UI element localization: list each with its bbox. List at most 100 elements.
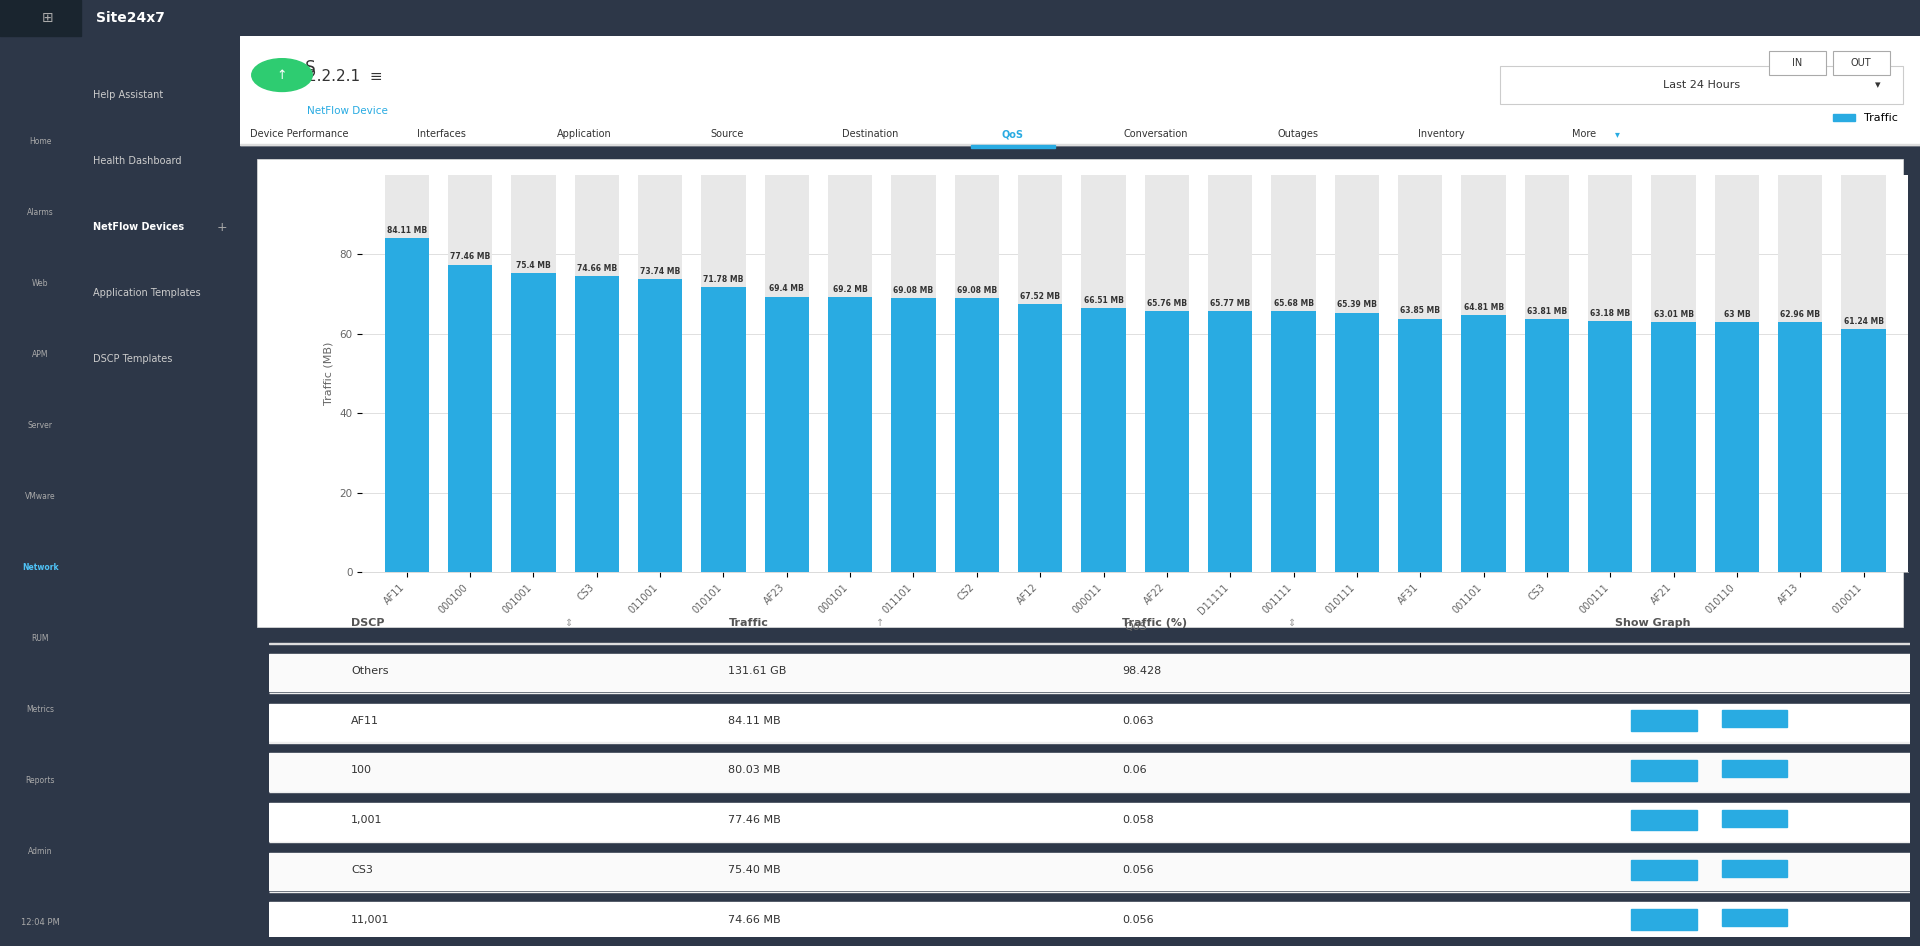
Legend: Traffic: Traffic xyxy=(1828,109,1903,128)
Bar xyxy=(1841,329,1885,572)
Text: 84.11 MB: 84.11 MB xyxy=(728,715,781,726)
Text: 61.24 MB: 61.24 MB xyxy=(1843,317,1884,325)
Text: Source: Source xyxy=(710,130,743,139)
Bar xyxy=(269,753,1910,791)
Bar xyxy=(1722,810,1788,827)
Text: APM: APM xyxy=(33,350,48,359)
Bar xyxy=(1081,308,1125,572)
Text: 0.06: 0.06 xyxy=(1123,765,1146,776)
Bar xyxy=(637,175,682,572)
Bar xyxy=(269,704,1910,741)
Bar xyxy=(1081,175,1125,572)
Bar xyxy=(1768,51,1826,75)
Text: 64.81 MB: 64.81 MB xyxy=(1463,303,1503,311)
Bar xyxy=(269,902,1910,940)
Text: Last 24 Hours: Last 24 Hours xyxy=(1663,80,1740,90)
Text: Network: Network xyxy=(21,563,60,572)
Text: IN: IN xyxy=(1791,59,1803,68)
Bar xyxy=(891,175,935,572)
Text: ↑: ↑ xyxy=(876,619,885,628)
Bar xyxy=(1500,66,1903,104)
Bar xyxy=(828,175,872,572)
Text: 80.03 MB: 80.03 MB xyxy=(728,765,781,776)
Text: ↑: ↑ xyxy=(276,68,288,81)
Bar xyxy=(1208,175,1252,572)
Text: 69.4 MB: 69.4 MB xyxy=(770,285,804,293)
Bar xyxy=(1588,175,1632,572)
Bar xyxy=(1208,311,1252,572)
Text: Inventory: Inventory xyxy=(1417,130,1465,139)
Bar xyxy=(1334,175,1379,572)
Bar xyxy=(764,297,808,572)
Bar xyxy=(701,288,745,572)
Bar xyxy=(1722,710,1788,727)
Text: DSCP: DSCP xyxy=(351,619,384,628)
Text: ⇕: ⇕ xyxy=(1286,619,1294,628)
Text: Others: Others xyxy=(351,666,388,675)
Text: NetFlow Device: NetFlow Device xyxy=(307,106,388,115)
Text: Interfaces: Interfaces xyxy=(417,130,467,139)
Bar xyxy=(764,175,808,572)
Text: 0.056: 0.056 xyxy=(1123,865,1154,875)
Text: Destination: Destination xyxy=(841,130,899,139)
Text: Health Dashboard: Health Dashboard xyxy=(94,156,182,166)
Bar xyxy=(511,272,555,572)
Text: 67.52 MB: 67.52 MB xyxy=(1020,292,1060,301)
Bar xyxy=(1841,175,1885,572)
Bar xyxy=(1018,175,1062,572)
Text: 74.66 MB: 74.66 MB xyxy=(728,915,781,924)
Text: CS3: CS3 xyxy=(351,865,372,875)
Text: 84.11 MB: 84.11 MB xyxy=(386,226,426,235)
Bar xyxy=(1715,175,1759,572)
Text: Traffic (%): Traffic (%) xyxy=(1123,619,1188,628)
Bar xyxy=(954,298,998,572)
Text: 63.18 MB: 63.18 MB xyxy=(1590,309,1630,318)
Text: Reports: Reports xyxy=(25,776,56,785)
Text: 0.063: 0.063 xyxy=(1123,715,1154,726)
Bar xyxy=(574,175,618,572)
Bar xyxy=(1461,175,1505,572)
Text: 100: 100 xyxy=(351,765,372,776)
Text: Show Graph: Show Graph xyxy=(1615,619,1690,628)
Bar xyxy=(1722,761,1788,778)
Text: Application: Application xyxy=(557,130,612,139)
Bar xyxy=(1398,319,1442,572)
Text: DSCP Templates: DSCP Templates xyxy=(94,355,173,364)
Text: Site24x7: Site24x7 xyxy=(96,11,165,25)
Bar xyxy=(1334,312,1379,572)
Text: 69.08 MB: 69.08 MB xyxy=(956,286,996,295)
Bar xyxy=(1722,909,1788,926)
Text: 69.08 MB: 69.08 MB xyxy=(893,286,933,295)
Text: 77.46 MB: 77.46 MB xyxy=(728,815,781,825)
Text: Application Templates: Application Templates xyxy=(94,289,202,298)
Text: Help Assistant: Help Assistant xyxy=(94,90,163,99)
Bar xyxy=(1715,322,1759,572)
Bar xyxy=(1524,175,1569,572)
Bar xyxy=(701,175,745,572)
Text: 66.51 MB: 66.51 MB xyxy=(1083,296,1123,305)
Bar xyxy=(954,175,998,572)
Bar xyxy=(637,279,682,572)
Text: 65.39 MB: 65.39 MB xyxy=(1336,300,1377,309)
Text: 11,001: 11,001 xyxy=(351,915,390,924)
Text: Alarms: Alarms xyxy=(27,208,54,218)
Text: 73.74 MB: 73.74 MB xyxy=(639,267,680,276)
Text: ▾: ▾ xyxy=(1876,80,1882,90)
Text: 63.85 MB: 63.85 MB xyxy=(1400,307,1440,315)
Text: 65.68 MB: 65.68 MB xyxy=(1273,299,1313,308)
Text: ⇕: ⇕ xyxy=(564,619,572,628)
Bar xyxy=(269,852,1910,890)
Bar xyxy=(1271,175,1315,572)
Bar xyxy=(1632,710,1697,731)
Bar xyxy=(1632,810,1697,831)
Text: 63 MB: 63 MB xyxy=(1724,310,1751,319)
Text: NetFlow Devices: NetFlow Devices xyxy=(94,222,184,232)
Bar xyxy=(1651,322,1695,572)
Text: 62.96 MB: 62.96 MB xyxy=(1780,310,1820,319)
Bar xyxy=(1144,175,1188,572)
Text: VMware: VMware xyxy=(25,492,56,501)
Text: 1,001: 1,001 xyxy=(351,815,382,825)
Text: Traffic: Traffic xyxy=(728,619,768,628)
Text: Outages: Outages xyxy=(1279,130,1319,139)
Text: +: + xyxy=(217,220,227,234)
